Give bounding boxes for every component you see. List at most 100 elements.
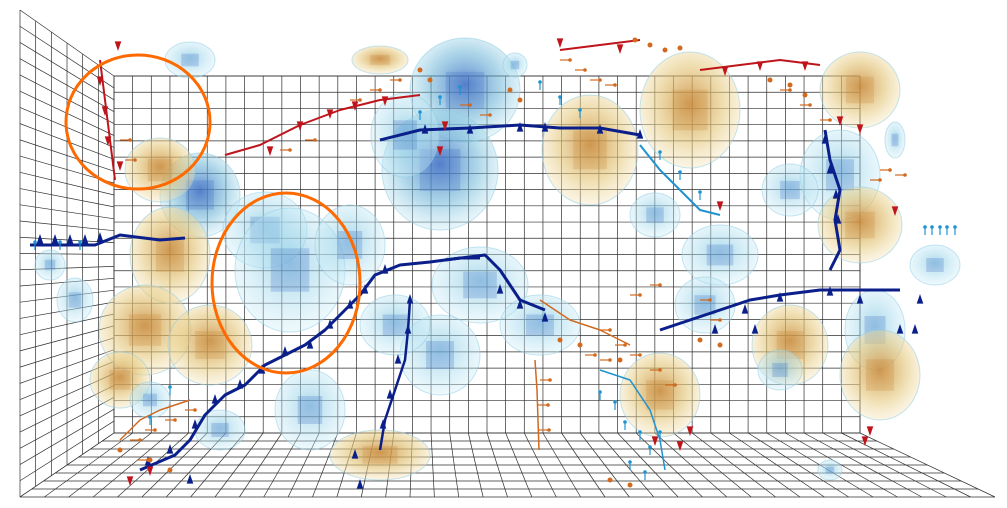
isosurface-blobs [34, 37, 961, 481]
tan-blob [124, 137, 196, 203]
light-blue-arrow-head [578, 108, 582, 112]
light-blue-blob-core [382, 314, 408, 336]
orange-arrow-head [638, 293, 642, 297]
tan-blob [351, 45, 409, 75]
tan-blob [839, 329, 921, 421]
light-blue-blob [884, 121, 906, 159]
red-down-marker [116, 161, 124, 171]
light-blue-blob-core [510, 60, 520, 70]
tan-blob-core [109, 370, 131, 390]
left-wall-line [19, 337, 115, 368]
left-wall-line [19, 42, 115, 101]
blue-up-marker [406, 294, 414, 304]
blue-up-marker [516, 299, 524, 309]
blue-up-marker [379, 419, 387, 429]
blue-up-marker [191, 419, 199, 429]
orange-arrow-head [598, 78, 602, 82]
blue-up-marker [66, 234, 74, 244]
orange-dot [767, 77, 773, 83]
blue-up-marker [751, 324, 759, 334]
orange-arrow-head [613, 83, 617, 87]
tan-blob [329, 429, 431, 481]
tan-blob-core [845, 211, 875, 239]
red-down-marker [721, 66, 729, 76]
light-blue-arrow-head [538, 80, 542, 84]
left-wall-line [19, 204, 115, 220]
blue-up-marker [236, 379, 244, 389]
orange-dot [697, 337, 703, 343]
orange-arrow-head [193, 408, 197, 412]
orange-dot [577, 342, 583, 348]
orange-arrow-head [878, 178, 882, 182]
red-down-marker [756, 61, 764, 71]
light-blue-arrow-head [938, 225, 942, 229]
orange-dot [662, 47, 668, 53]
orange-arrow-head [583, 68, 587, 72]
red-down-marker [836, 116, 844, 126]
light-blue-blob-core [772, 363, 788, 377]
light-blue-arrow-head [698, 190, 702, 194]
red-down-marker [856, 124, 864, 134]
orange-dot [557, 337, 563, 343]
blue-up-marker [711, 324, 719, 334]
light-blue-arrow-head [148, 415, 152, 419]
orange-dot [802, 92, 808, 98]
tan-blob-core [147, 158, 173, 182]
blue-up-marker [81, 234, 89, 244]
orange-arrow-head [623, 343, 627, 347]
blue-up-marker [36, 234, 44, 244]
orange-arrow-head [808, 103, 812, 107]
tan-blob-core [128, 314, 162, 346]
light-blue-blob-core [68, 292, 82, 308]
light-blue-blob [274, 369, 346, 451]
orange-dot [787, 82, 793, 88]
red-down-marker [101, 106, 109, 116]
blue-up-marker [821, 134, 829, 144]
left-wall-line [19, 58, 115, 113]
red-down-marker [686, 426, 694, 436]
tan-blob [167, 304, 253, 386]
tan-blob-core [195, 331, 225, 359]
light-blue-blob [909, 244, 961, 286]
left-wall-line [19, 139, 115, 172]
tan-blob-core [866, 359, 894, 391]
tan-blob-core [362, 446, 398, 464]
light-blue-blob-core [426, 341, 454, 369]
orange-dot [627, 482, 633, 488]
light-blue-blob-core [825, 466, 835, 474]
light-blue-blob [817, 459, 843, 481]
light-blue-blob [761, 163, 819, 217]
blue-up-marker [361, 284, 369, 294]
light-blue-arrow-head [638, 430, 642, 434]
orange-arrow-head [548, 378, 552, 382]
light-blue-arrow-head [658, 430, 662, 434]
light-blue-arrow-head [658, 150, 662, 154]
highlight-annotations [64, 53, 362, 375]
red-down-marker [676, 441, 684, 451]
red-down-marker [891, 206, 899, 216]
light-blue-blob [34, 249, 66, 281]
blue-up-marker [826, 164, 834, 174]
red-down-marker [296, 121, 304, 131]
tan-blob [639, 51, 741, 169]
red-down-marker [351, 101, 359, 111]
orange-arrow-head [128, 138, 132, 142]
blue-up-marker [306, 339, 314, 349]
red-down-marker [616, 44, 624, 54]
blue-up-marker [346, 299, 354, 309]
orange-arrow-head [468, 103, 472, 107]
light-blue-arrow-head [678, 170, 682, 174]
light-blue-arrow-head [953, 225, 957, 229]
blue-up-marker [326, 319, 334, 329]
blue-up-marker [516, 122, 524, 132]
orange-arrow-head [358, 98, 362, 102]
dark-blue-path [444, 253, 546, 312]
light-blue-arrow-head [613, 400, 617, 404]
light-blue-blob [502, 52, 528, 78]
blue-up-marker [51, 234, 59, 244]
blue-up-marker [776, 292, 784, 302]
light-blue-blob-core [926, 258, 944, 272]
red-down-marker [556, 38, 564, 48]
